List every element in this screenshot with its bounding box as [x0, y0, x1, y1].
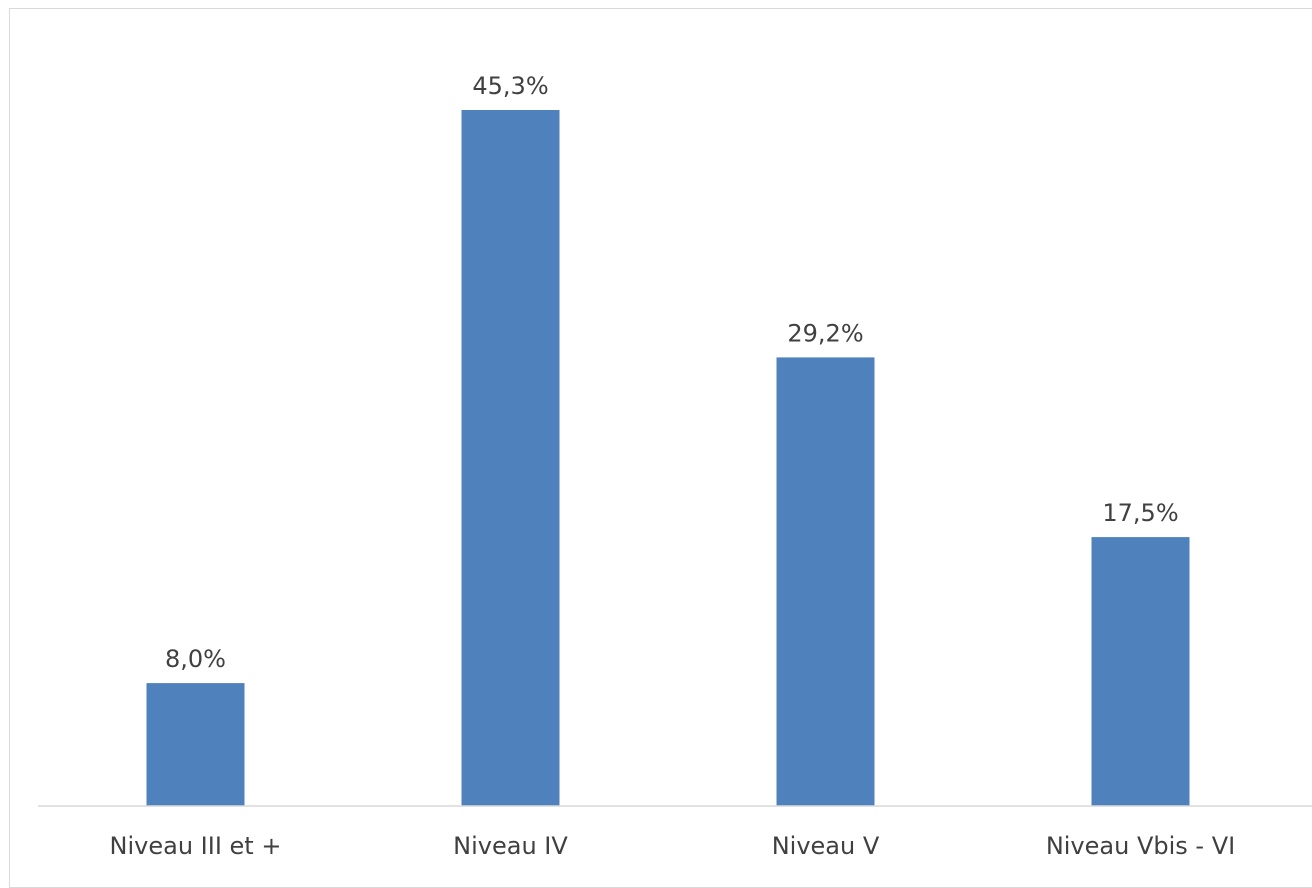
bar-1	[146, 683, 245, 806]
data-label-4: 17,5%	[1102, 499, 1178, 527]
data-labels-group: 8,0% 45,3% 29,2% 17,5%	[165, 72, 1179, 673]
category-label-4: Niveau Vbis - VI	[1046, 832, 1235, 860]
category-label-2: Niveau IV	[453, 832, 568, 860]
data-label-3: 29,2%	[787, 319, 863, 347]
bar-3	[776, 357, 875, 806]
category-label-1: Niveau III et +	[110, 832, 282, 860]
bar-4	[1091, 537, 1190, 806]
data-label-2: 45,3%	[472, 72, 548, 100]
category-labels-group: Niveau III et + Niveau IV Niveau V Niveau V…	[110, 832, 1236, 860]
category-label-3: Niveau V	[772, 832, 880, 860]
bars-group	[146, 110, 1190, 806]
data-label-1: 8,0%	[165, 645, 226, 673]
bar-2	[461, 110, 560, 806]
